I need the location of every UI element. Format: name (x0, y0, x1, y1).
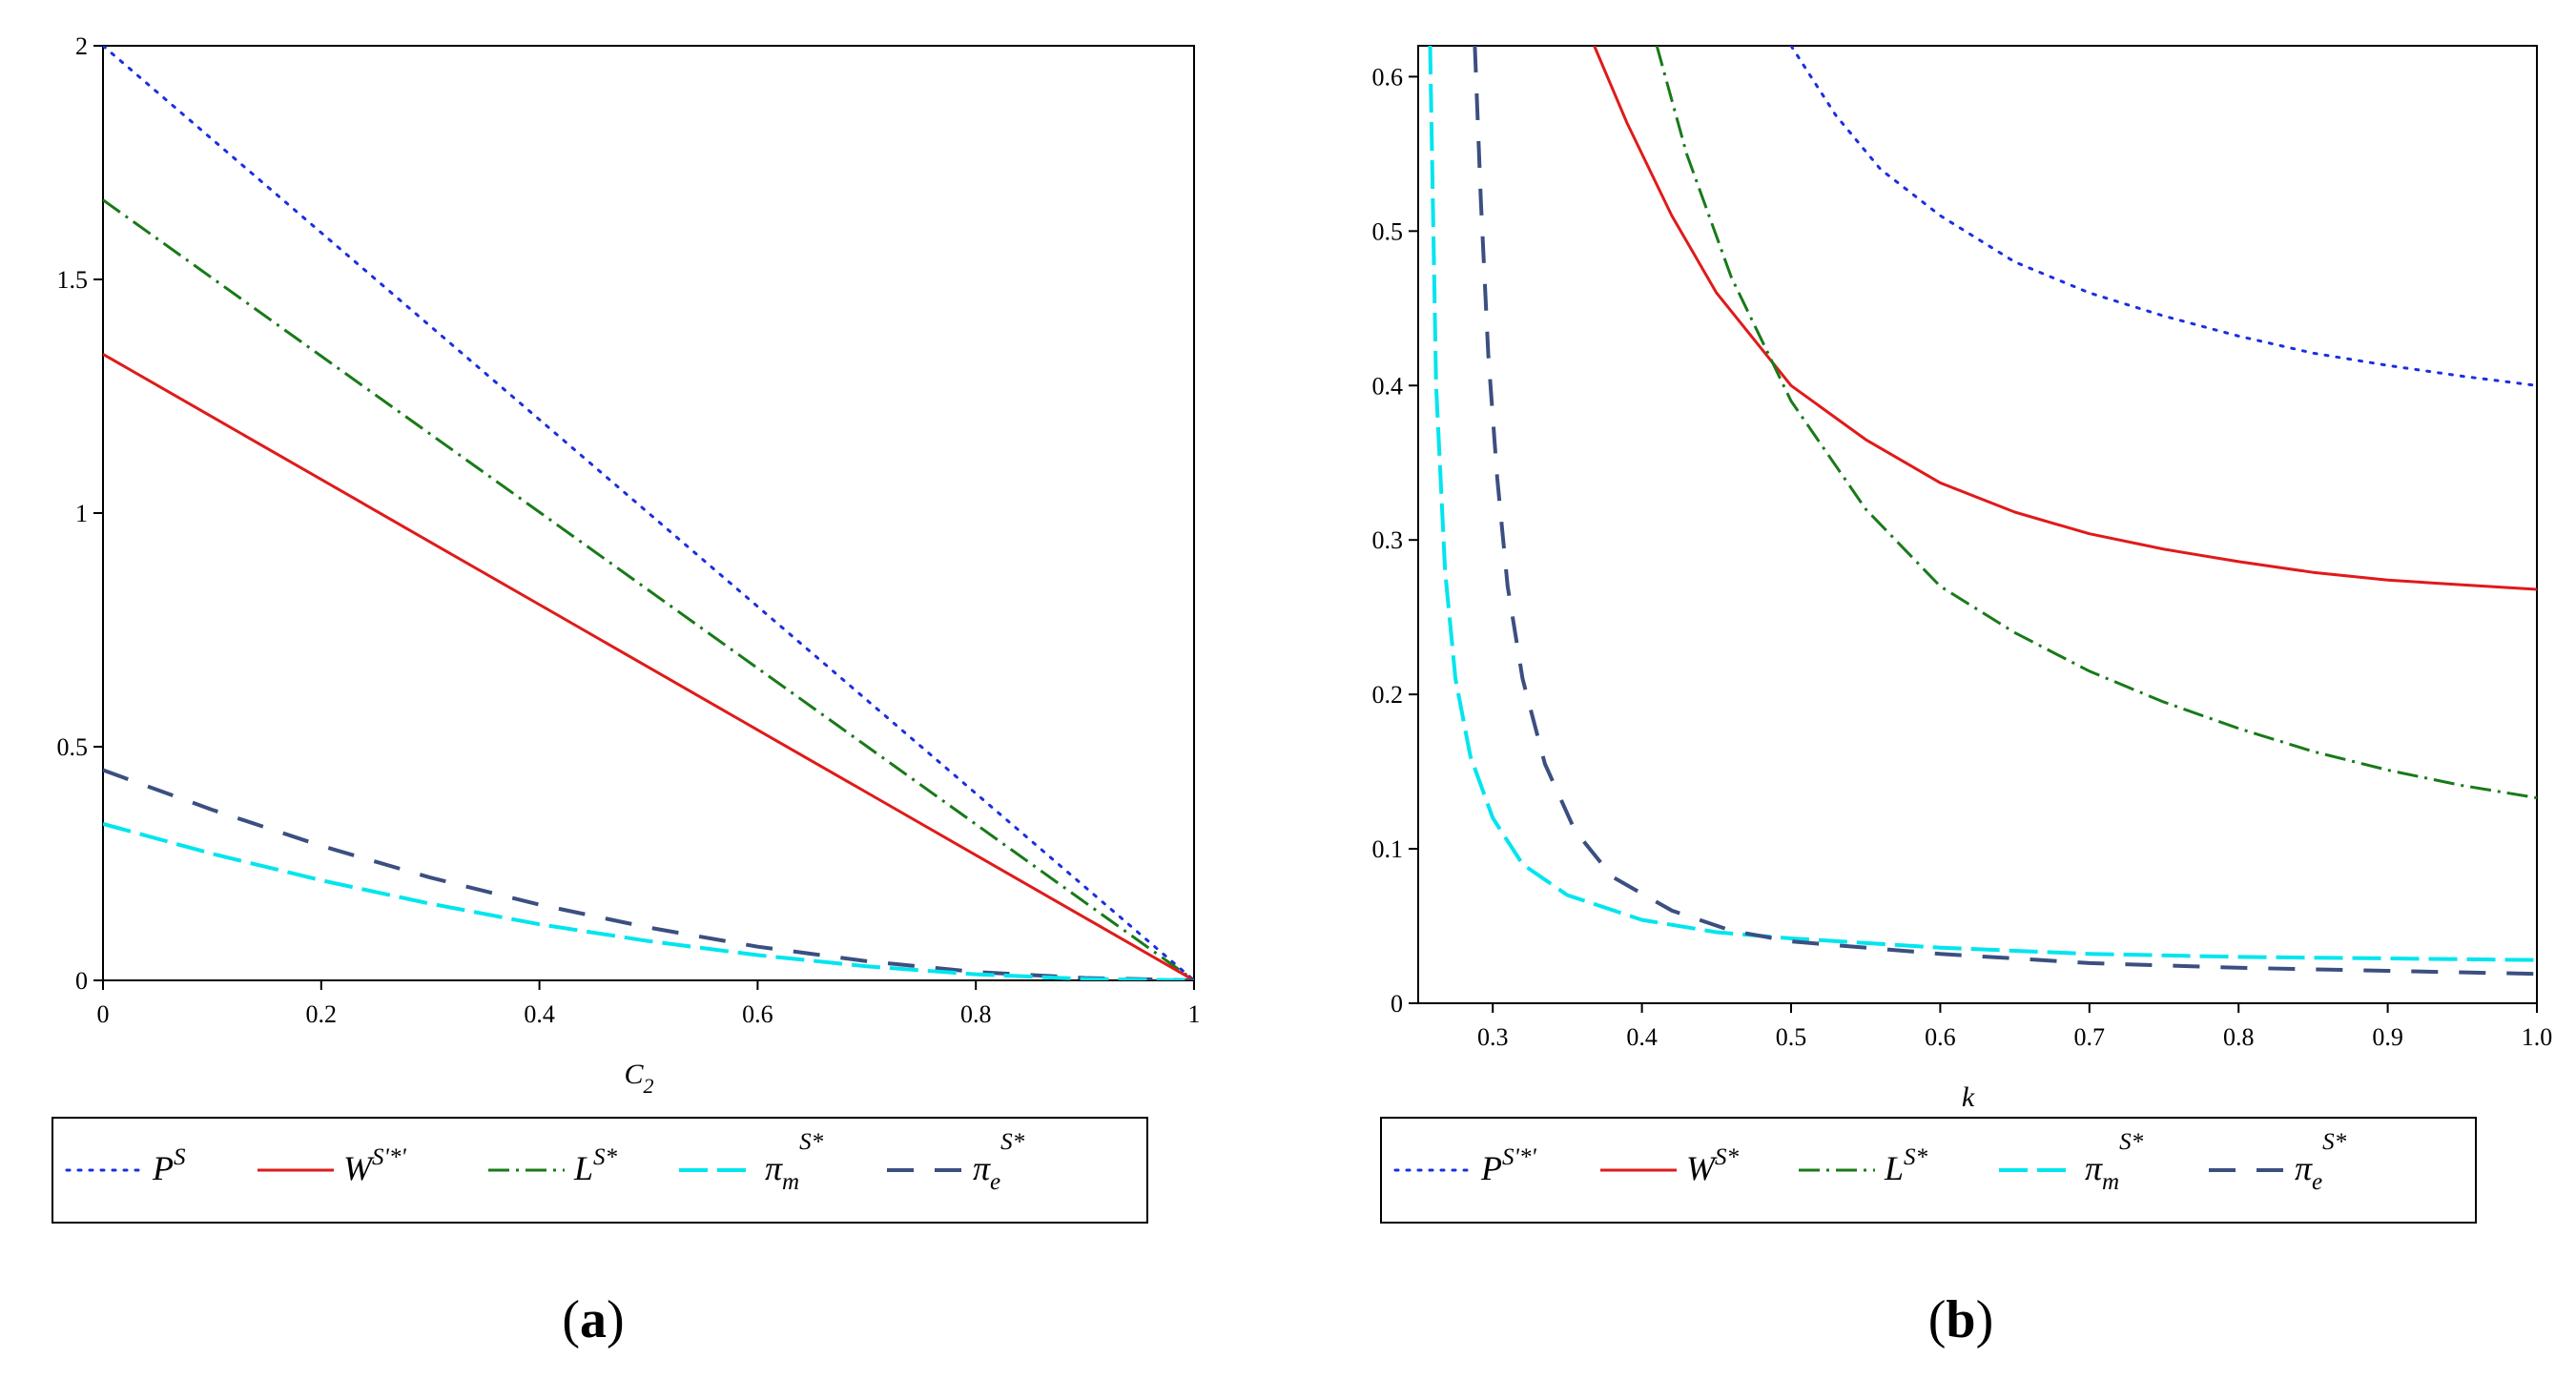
caption-open: ( (562, 1290, 580, 1349)
x-tick-label: 0.6 (742, 1000, 773, 1028)
y-tick-label: 0.2 (1372, 681, 1404, 709)
legend-label-pi-e: πeS* (973, 1129, 1025, 1195)
legend-superscript: S* (1000, 1129, 1025, 1155)
series-line-L (103, 198, 1194, 980)
series-line-pi-m (1428, 46, 2537, 962)
y-tick-label: 0.5 (57, 733, 89, 761)
caption-close: ) (1976, 1290, 1994, 1349)
series-line-L (1655, 46, 2537, 800)
chart-panel-b: 0.3 0.4 0.5 0.6 0.7 0.8 0.9 1.0 0 0.1 0.2 0.3 0.4 0.5… (1372, 45, 2553, 1349)
legend-box (52, 1117, 1148, 1224)
legend-subscript: e (2312, 1169, 2322, 1195)
y-tick-label: 1 (75, 500, 88, 527)
legend-superscript: S (174, 1144, 186, 1170)
y-tick-label: 1.5 (57, 266, 89, 294)
x-tick-label: 0.2 (306, 1000, 338, 1028)
legend-subscript: m (2102, 1169, 2119, 1195)
panel-caption: (b) (1928, 1290, 1993, 1349)
legend-label-P: PS (152, 1144, 186, 1187)
plot-frame (1417, 45, 2538, 1004)
series-group (103, 46, 1194, 980)
x-tick-label: 0.6 (1925, 1023, 1956, 1051)
legend: PS WS'*' LS* πmS*πeS* (52, 1117, 1148, 1224)
legend-superscript: S* (2322, 1129, 2347, 1155)
x-tick-label: 1 (1188, 1000, 1201, 1028)
caption-open: ( (1928, 1290, 1947, 1349)
legend-superscript: S* (1904, 1144, 1928, 1170)
y-tick-label: 0.6 (1372, 63, 1404, 91)
legend-label-pi-m: πmS* (2085, 1129, 2144, 1195)
plot-frame (102, 45, 1195, 981)
y-tick-label: 0.4 (1372, 372, 1404, 400)
x-tick-label: 0.5 (1776, 1023, 1807, 1051)
x-tick-label: 0.7 (2074, 1023, 2106, 1051)
x-axis-label-subscript: 2 (644, 1074, 654, 1098)
x-tick-label: 1.0 (2522, 1023, 2553, 1051)
series-line-pi-e (1473, 46, 2537, 977)
legend-label-W: WS* (1686, 1144, 1740, 1187)
legend-label-pi-m: πmS* (765, 1129, 824, 1195)
series-line-P (103, 46, 1194, 980)
x-tick-label: 0 (97, 1000, 110, 1028)
legend-symbol: π (973, 1149, 991, 1187)
x-tick-label: 0.8 (2223, 1023, 2255, 1051)
legend-label-L: LS* (1884, 1144, 1928, 1187)
legend-superscript: S* (1715, 1144, 1740, 1170)
series-line-pi-m (103, 821, 1194, 980)
y-tick-label: 0 (75, 967, 88, 995)
x-tick-label: 0.4 (1626, 1023, 1658, 1051)
series-line-P (1789, 46, 2537, 387)
panel-caption: (a) (562, 1290, 624, 1349)
caption-letter: b (1946, 1290, 1975, 1349)
legend-subscript: e (990, 1169, 1000, 1195)
legend-label-W: WS'*' (343, 1144, 406, 1187)
y-tick-label: 0.1 (1372, 835, 1404, 863)
legend-label-L: LS* (573, 1144, 618, 1187)
caption-letter: a (580, 1290, 607, 1349)
legend-label-pi-e: πeS* (2295, 1129, 2347, 1195)
legend-symbol: π (2085, 1149, 2103, 1187)
x-axis-label-main: k (1962, 1081, 1975, 1113)
legend-superscript: S'*' (372, 1144, 406, 1170)
legend-superscript: S* (593, 1144, 618, 1170)
legend-symbol: π (765, 1149, 783, 1187)
series-line-pi-e (103, 768, 1194, 980)
y-tick-label: 0.3 (1372, 526, 1404, 554)
series-line-W (1593, 46, 2537, 591)
legend-symbol: W (343, 1149, 375, 1187)
y-tick-label: 0 (1391, 990, 1403, 1018)
legend-subscript: m (782, 1169, 799, 1195)
legend-symbol: L (1884, 1149, 1904, 1187)
legend-box (1380, 1117, 2477, 1224)
x-axis-label: k (1962, 1081, 1975, 1113)
x-axis-label: C2 (624, 1059, 653, 1098)
caption-close: ) (607, 1290, 625, 1349)
x-tick-label: 0.3 (1477, 1023, 1509, 1051)
x-tick-label: 0.8 (960, 1000, 992, 1028)
x-axis-label-main: C (624, 1059, 644, 1090)
legend-symbol: π (2295, 1149, 2313, 1187)
legend-symbol: P (152, 1149, 174, 1187)
series-group (1428, 46, 2537, 977)
series-line-W (103, 353, 1194, 980)
legend-symbol: L (573, 1149, 593, 1187)
legend-superscript: S* (2119, 1129, 2144, 1155)
legend-label-P: PS'*' (1480, 1144, 1536, 1187)
legend: PS'*' WS* LS* πmS*πeS* (1380, 1117, 2477, 1224)
y-tick-label: 0.5 (1372, 217, 1404, 245)
x-tick-label: 0.4 (524, 1000, 555, 1028)
legend-superscript: S* (799, 1129, 824, 1155)
legend-superscript: S'*' (1502, 1144, 1536, 1170)
y-tick-label: 2 (75, 32, 88, 60)
legend-symbol: W (1686, 1149, 1718, 1187)
x-tick-label: 0.9 (2372, 1023, 2403, 1051)
legend-symbol: P (1480, 1149, 1502, 1187)
